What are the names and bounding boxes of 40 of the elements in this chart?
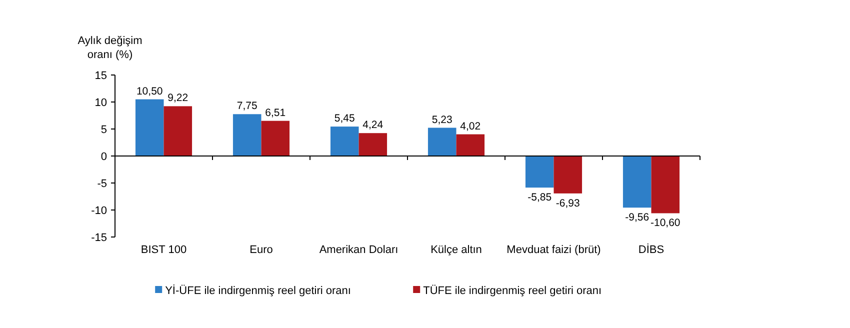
- y-tick-label: 10: [94, 97, 107, 109]
- y-tick-label: -15: [91, 232, 107, 244]
- x-tick-label: Külçe altın: [430, 244, 482, 256]
- bar: [164, 106, 192, 156]
- legend-label: TÜFE ile indirgenmiş reel getiri oranı: [423, 284, 602, 297]
- bar: [428, 128, 456, 156]
- data-label: 4,24: [362, 119, 384, 132]
- bar: [456, 134, 485, 156]
- y-tick-label: 0: [100, 151, 107, 163]
- data-label: 7,75: [236, 100, 258, 112]
- x-tick-label: BIST 100: [140, 244, 187, 256]
- bar: [330, 126, 359, 156]
- y-tick-label: 15: [94, 70, 107, 82]
- data-label: 5,45: [334, 112, 355, 125]
- bar: [135, 99, 164, 156]
- data-label: -5,85: [528, 192, 552, 204]
- data-label: -10,60: [650, 217, 680, 230]
- data-label: 10,50: [136, 85, 163, 98]
- data-label: 5,23: [432, 114, 452, 126]
- y-tick-label: -5: [97, 178, 107, 190]
- data-label: -6,93: [556, 197, 580, 210]
- x-tick-label: Mevduat faizi (brüt): [506, 244, 601, 256]
- bar: [622, 156, 652, 208]
- bar: [525, 156, 554, 188]
- data-label: 6,51: [265, 106, 286, 119]
- data-label: 4,02: [460, 120, 481, 132]
- data-label: 9,22: [168, 92, 188, 104]
- bar: [232, 114, 262, 156]
- bar: [554, 156, 582, 194]
- bar: [261, 120, 290, 156]
- bar: [358, 133, 388, 156]
- y-axis-title: Aylık değişim oranı (%): [78, 35, 142, 61]
- x-tick-label: Euro: [250, 244, 273, 256]
- data-label: -9,56: [625, 212, 650, 224]
- x-tick-label: DİBS: [638, 243, 664, 256]
- x-tick-label: Amerikan Doları: [319, 244, 398, 256]
- y-tick-label: 5: [100, 124, 107, 136]
- bar: [651, 156, 680, 214]
- legend-label: Yİ-ÜFE ile indirgenmiş reel getiri oranı: [165, 284, 351, 297]
- y-tick-label: -10: [91, 205, 107, 217]
